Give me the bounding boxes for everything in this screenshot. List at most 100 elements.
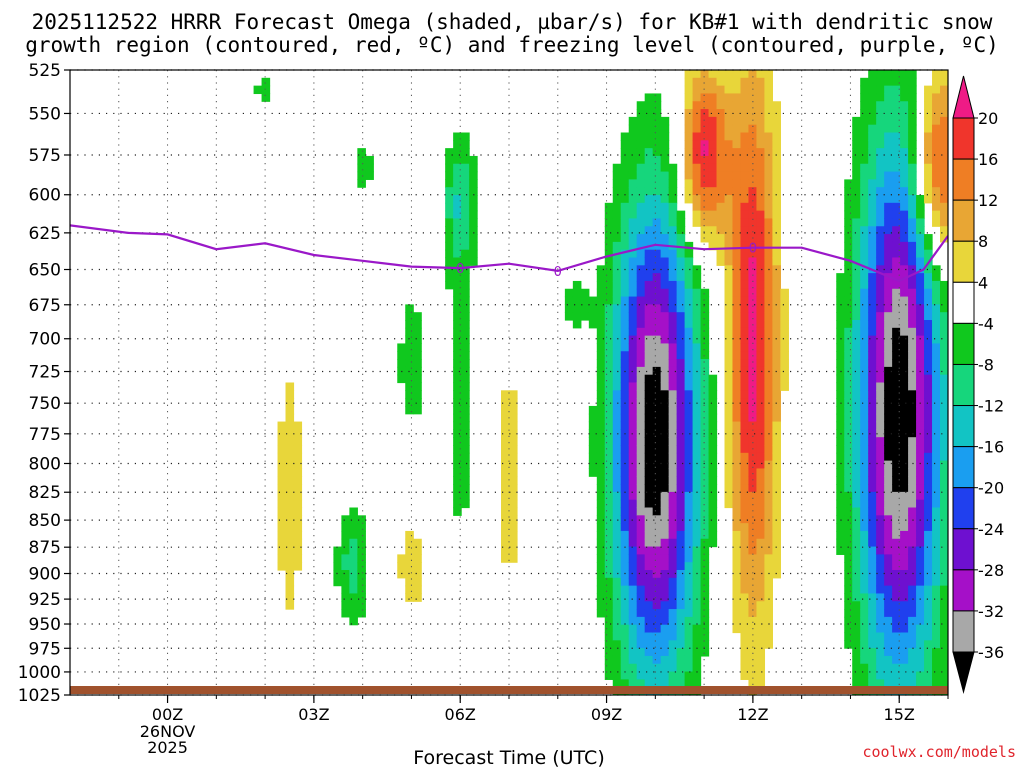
- omega-cell: [700, 460, 710, 470]
- y-tick-label: 900: [29, 565, 61, 585]
- omega-cell: [684, 171, 694, 180]
- omega-cell: [692, 163, 702, 173]
- omega-cell: [756, 437, 766, 446]
- omega-cell: [868, 468, 877, 477]
- omega-cell: [900, 241, 909, 251]
- omega-cell: [772, 171, 781, 180]
- omega-cell: [884, 601, 893, 610]
- omega-cell: [844, 273, 853, 282]
- omega-shading: [253, 70, 948, 695]
- omega-cell: [764, 624, 773, 634]
- omega-cell: [740, 429, 750, 438]
- omega-cell: [916, 585, 925, 595]
- omega-cell: [756, 359, 766, 368]
- omega-cell: [756, 304, 766, 313]
- omega-cell: [900, 476, 909, 485]
- omega-cell: [652, 413, 662, 423]
- omega-cell: [588, 429, 598, 438]
- omega-cell: [924, 320, 933, 329]
- omega-cell: [844, 640, 853, 649]
- omega-cell: [676, 304, 686, 313]
- omega-cell: [756, 640, 766, 649]
- omega-cell: [756, 273, 766, 282]
- omega-cell: [357, 530, 366, 540]
- omega-cell: [732, 140, 742, 149]
- omega-cell: [692, 405, 702, 415]
- omega-cell: [453, 218, 462, 227]
- omega-cell: [724, 452, 734, 462]
- omega-cell: [660, 234, 670, 243]
- omega-cell: [772, 116, 781, 126]
- omega-cell: [620, 648, 630, 657]
- omega-cell: [652, 398, 662, 407]
- omega-cell: [772, 554, 781, 563]
- omega-cell: [756, 601, 766, 610]
- omega-cell: [461, 132, 470, 141]
- omega-cell: [900, 632, 909, 641]
- omega-cell: [461, 140, 470, 149]
- omega-cell: [684, 413, 694, 423]
- omega-cell: [620, 398, 630, 407]
- omega-cell: [461, 202, 470, 212]
- omega-cell: [293, 554, 303, 563]
- omega-cell: [908, 398, 917, 407]
- omega-cell: [636, 335, 646, 345]
- omega-cell: [628, 327, 638, 337]
- omega-cell: [684, 437, 694, 446]
- omega-cell: [445, 273, 454, 282]
- omega-cell: [740, 476, 750, 485]
- omega-cell: [277, 491, 287, 501]
- omega-cell: [684, 554, 694, 563]
- omega-cell: [868, 413, 877, 423]
- credit-link[interactable]: coolwx.com/models: [862, 743, 1016, 761]
- omega-cell: [868, 374, 877, 384]
- omega-cell: [604, 437, 614, 446]
- omega-cell: [684, 265, 694, 274]
- omega-cell: [836, 484, 845, 493]
- omega-cell: [892, 304, 901, 313]
- omega-cell: [860, 280, 869, 290]
- omega-cell: [860, 663, 869, 673]
- omega-cell: [764, 562, 773, 571]
- omega-cell: [940, 562, 948, 571]
- omega-cell: [868, 163, 877, 173]
- omega-cell: [932, 218, 941, 227]
- omega-cell: [652, 210, 662, 220]
- omega-cell: [860, 405, 869, 415]
- omega-cell: [660, 140, 670, 149]
- omega-cell: [740, 70, 750, 79]
- omega-cell: [700, 382, 710, 391]
- omega-cell: [604, 538, 614, 548]
- omega-cell: [924, 273, 933, 282]
- omega-cell: [772, 484, 781, 493]
- omega-cell: [932, 343, 941, 352]
- omega-cell: [908, 601, 917, 610]
- omega-cell: [852, 405, 861, 415]
- omega-cell: [940, 413, 948, 423]
- omega-cell: [612, 624, 622, 634]
- omega-cell: [596, 546, 606, 555]
- omega-cell: [341, 538, 350, 548]
- omega-cell: [644, 234, 654, 243]
- omega-cell: [612, 515, 622, 524]
- omega-cell: [349, 601, 358, 610]
- omega-cell: [636, 640, 646, 649]
- omega-cell: [916, 226, 925, 235]
- omega-cell: [612, 179, 622, 188]
- omega-cell: [932, 327, 941, 337]
- omega-cell: [724, 210, 734, 220]
- omega-cell: [732, 280, 742, 290]
- omega-cell: [932, 663, 941, 673]
- omega-cell: [652, 226, 662, 235]
- omega-cell: [860, 77, 869, 87]
- omega-cell: [740, 202, 750, 212]
- omega-cell: [453, 226, 462, 235]
- omega-cell: [876, 210, 885, 220]
- omega-cell: [453, 491, 462, 501]
- omega-cell: [660, 546, 670, 555]
- omega-cell: [924, 476, 933, 485]
- omega-cell: [453, 171, 462, 180]
- omega-cell: [596, 452, 606, 462]
- omega-cell: [644, 296, 654, 305]
- omega-cell: [748, 546, 758, 555]
